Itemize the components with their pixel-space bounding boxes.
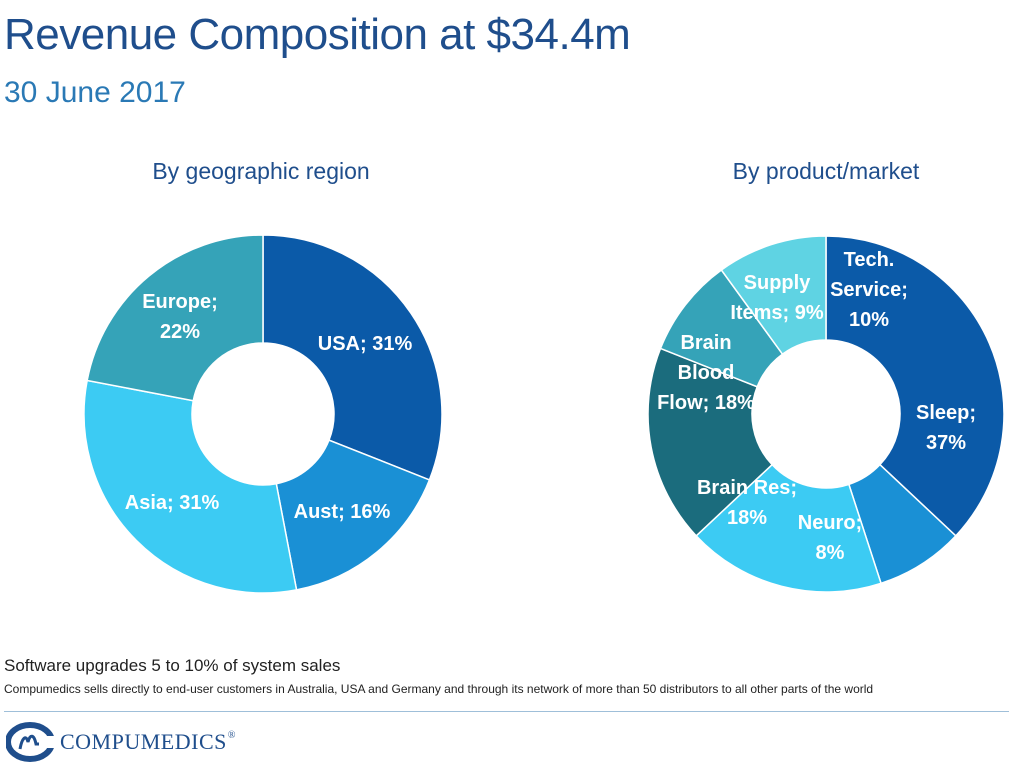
slice-label-europe: Europe; 22% bbox=[142, 291, 218, 343]
slice-label-brain-blood-flow: Brain Blood Flow; 18% bbox=[657, 332, 755, 414]
chart-title-product: By product/market bbox=[732, 158, 920, 184]
slice-label-neuro: Neuro; 8% bbox=[798, 512, 862, 564]
slice-label-tech-service: Tech. Service; 10% bbox=[830, 249, 908, 331]
page-title: Revenue Composition at $34.4m bbox=[4, 10, 631, 59]
compumedics-logo: COMPUMEDICS ® bbox=[6, 722, 236, 762]
compumedics-logo-icon bbox=[6, 722, 58, 762]
logo-text: COMPUMEDICS bbox=[60, 729, 227, 754]
slice-asia bbox=[83, 379, 298, 594]
slice-label-usa: USA; 31% bbox=[318, 333, 413, 355]
slice-label-supply-items: Supply Items; 9% bbox=[730, 272, 824, 324]
slice-label-sleep: Sleep; 37% bbox=[916, 402, 976, 454]
logo-registered-mark: ® bbox=[227, 730, 236, 741]
chart-title-region: By geographic region bbox=[152, 158, 370, 184]
slice-brain-res bbox=[695, 463, 882, 593]
slice-sleep bbox=[825, 235, 1005, 537]
slice-aust bbox=[275, 439, 431, 591]
slice-label-asia: Asia; 31% bbox=[125, 492, 220, 514]
footer-divider bbox=[4, 711, 1009, 712]
page-subtitle: 30 June 2017 bbox=[4, 76, 186, 109]
note-software-upgrades: Software upgrades 5 to 10% of system sal… bbox=[4, 656, 341, 675]
slice-label-aust: Aust; 16% bbox=[294, 501, 391, 523]
footnote-distribution: Compumedics sells directly to end-user c… bbox=[4, 682, 874, 696]
slice-label-brain-res: Brain Res; 18% bbox=[697, 477, 797, 529]
slice-tech-service bbox=[720, 235, 827, 356]
slice-brain-blood-flow bbox=[647, 347, 774, 537]
slice-europe bbox=[86, 234, 264, 402]
slice-usa bbox=[262, 234, 443, 481]
